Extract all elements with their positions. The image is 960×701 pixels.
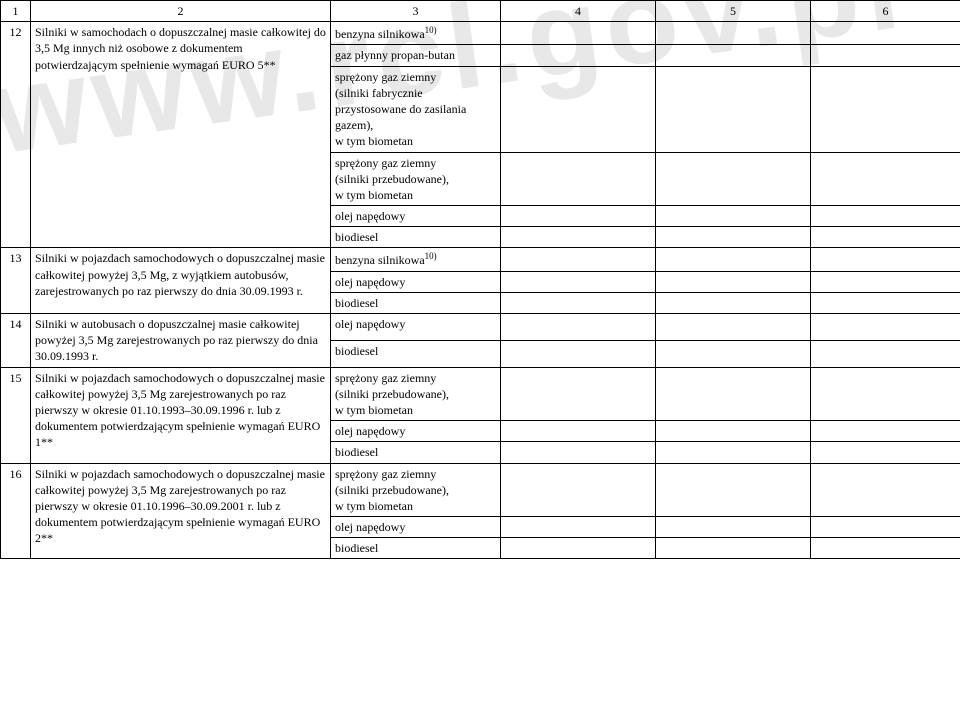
- fuel-cell: biodiesel: [331, 538, 501, 559]
- fuel-text: benzyna silnikowa: [335, 253, 425, 267]
- empty-cell: [811, 45, 960, 66]
- fuel-cell: gaz płynny propan-butan: [331, 45, 501, 66]
- empty-cell: [811, 206, 960, 227]
- row-desc: Silniki w samochodach o dopuszczalnej ma…: [31, 22, 331, 248]
- empty-cell: [811, 248, 960, 271]
- row-num: 15: [1, 367, 31, 463]
- row-desc: Silniki w pojazdach samochodowych o dopu…: [31, 367, 331, 463]
- empty-cell: [501, 292, 656, 313]
- empty-cell: [656, 66, 811, 152]
- empty-cell: [656, 206, 811, 227]
- empty-cell: [656, 292, 811, 313]
- empty-cell: [811, 227, 960, 248]
- empty-cell: [656, 248, 811, 271]
- row-num: 12: [1, 22, 31, 248]
- row-desc: Silniki w autobusach o dopuszczalnej mas…: [31, 314, 331, 368]
- row-num: 14: [1, 314, 31, 368]
- empty-cell: [811, 367, 960, 421]
- empty-cell: [656, 314, 811, 341]
- empty-cell: [811, 22, 960, 45]
- table-row: 15 Silniki w pojazdach samochodowych o d…: [1, 367, 960, 421]
- table-row: 13 Silniki w pojazdach samochodowych o d…: [1, 248, 960, 271]
- empty-cell: [811, 66, 960, 152]
- header-col-4: 4: [501, 1, 656, 22]
- fuel-cell: benzyna silnikowa10): [331, 248, 501, 271]
- empty-cell: [811, 292, 960, 313]
- empty-cell: [501, 248, 656, 271]
- empty-cell: [656, 22, 811, 45]
- empty-cell: [656, 227, 811, 248]
- empty-cell: [501, 152, 656, 206]
- empty-cell: [656, 463, 811, 517]
- empty-cell: [501, 271, 656, 292]
- empty-cell: [656, 271, 811, 292]
- empty-cell: [656, 442, 811, 463]
- empty-cell: [501, 227, 656, 248]
- fuel-cell: benzyna silnikowa10): [331, 22, 501, 45]
- empty-cell: [501, 421, 656, 442]
- row-desc: Silniki w pojazdach samochodowych o dopu…: [31, 248, 331, 314]
- table-header-row: 1 2 3 4 5 6: [1, 1, 960, 22]
- row-desc: Silniki w pojazdach samochodowych o dopu…: [31, 463, 331, 559]
- row-num: 13: [1, 248, 31, 314]
- fuel-cell: sprężony gaz ziemny (silniki przebudowan…: [331, 463, 501, 517]
- empty-cell: [811, 421, 960, 442]
- fuel-text: benzyna silnikowa: [335, 27, 425, 41]
- data-table: 1 2 3 4 5 6 12 Silniki w samochodach o d…: [0, 0, 960, 559]
- table-row: 16 Silniki w pojazdach samochodowych o d…: [1, 463, 960, 517]
- header-col-3: 3: [331, 1, 501, 22]
- empty-cell: [501, 538, 656, 559]
- fuel-cell: biodiesel: [331, 442, 501, 463]
- empty-cell: [811, 463, 960, 517]
- empty-cell: [501, 517, 656, 538]
- header-col-6: 6: [811, 1, 960, 22]
- fuel-cell: sprężony gaz ziemny (silniki fabrycznie …: [331, 66, 501, 152]
- fuel-cell: sprężony gaz ziemny (silniki przebudowan…: [331, 367, 501, 421]
- empty-cell: [811, 340, 960, 367]
- table-row: 12 Silniki w samochodach o dopuszczalnej…: [1, 22, 960, 45]
- fuel-cell: olej napędowy: [331, 421, 501, 442]
- fuel-cell: biodiesel: [331, 340, 501, 367]
- empty-cell: [811, 152, 960, 206]
- empty-cell: [501, 45, 656, 66]
- fuel-cell: biodiesel: [331, 227, 501, 248]
- table-row: 14 Silniki w autobusach o dopuszczalnej …: [1, 314, 960, 341]
- row-num: 16: [1, 463, 31, 559]
- fuel-cell: biodiesel: [331, 292, 501, 313]
- header-col-1: 1: [1, 1, 31, 22]
- fuel-cell: olej napędowy: [331, 314, 501, 341]
- empty-cell: [811, 271, 960, 292]
- empty-cell: [501, 340, 656, 367]
- empty-cell: [811, 538, 960, 559]
- header-col-2: 2: [31, 1, 331, 22]
- empty-cell: [656, 538, 811, 559]
- empty-cell: [501, 206, 656, 227]
- empty-cell: [501, 66, 656, 152]
- fuel-cell: olej napędowy: [331, 206, 501, 227]
- empty-cell: [501, 463, 656, 517]
- empty-cell: [501, 314, 656, 341]
- empty-cell: [656, 45, 811, 66]
- empty-cell: [501, 442, 656, 463]
- empty-cell: [811, 517, 960, 538]
- empty-cell: [656, 421, 811, 442]
- empty-cell: [656, 367, 811, 421]
- fuel-cell: olej napędowy: [331, 517, 501, 538]
- fuel-sup: 10): [425, 25, 437, 35]
- empty-cell: [811, 314, 960, 341]
- fuel-cell: sprężony gaz ziemny (silniki przebudowan…: [331, 152, 501, 206]
- empty-cell: [811, 442, 960, 463]
- fuel-cell: olej napędowy: [331, 271, 501, 292]
- empty-cell: [656, 517, 811, 538]
- fuel-sup: 10): [425, 251, 437, 261]
- empty-cell: [656, 340, 811, 367]
- empty-cell: [501, 22, 656, 45]
- header-col-5: 5: [656, 1, 811, 22]
- empty-cell: [656, 152, 811, 206]
- empty-cell: [501, 367, 656, 421]
